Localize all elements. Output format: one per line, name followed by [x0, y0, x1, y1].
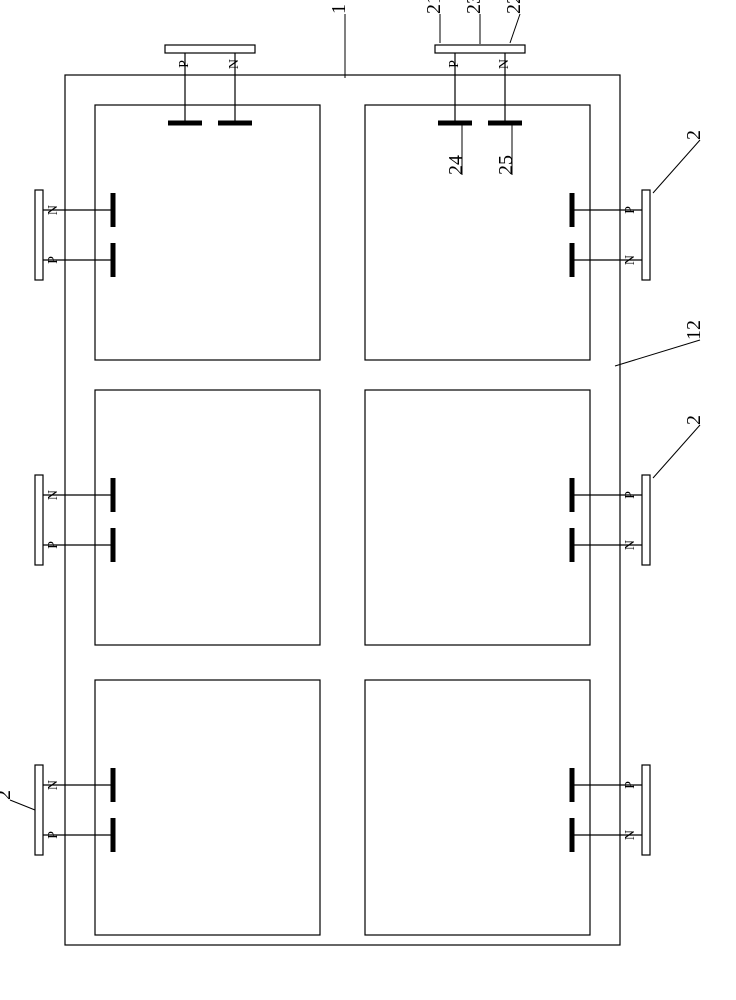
connector-right-5: PN	[572, 190, 650, 280]
ref-label-25: 25	[495, 125, 517, 175]
ref-label-23: 23	[463, 0, 485, 44]
pin-label: P	[623, 491, 638, 499]
pin-label: P	[447, 60, 462, 68]
pin-label: P	[46, 831, 61, 839]
outer-plate	[165, 45, 255, 53]
ref-label-24: 24	[445, 125, 467, 175]
outer-plate	[35, 475, 43, 565]
outer-plate	[435, 45, 525, 53]
pin-label: N	[46, 490, 61, 500]
connector-right-7: PN	[572, 765, 650, 855]
ref-text: 23	[463, 0, 485, 14]
ref-text: 24	[445, 155, 467, 175]
outer-plate	[642, 765, 650, 855]
cell-2	[365, 105, 590, 360]
pin-label: N	[623, 830, 638, 840]
cell-1	[95, 105, 320, 360]
cell-4	[365, 390, 590, 645]
outer-plate	[642, 190, 650, 280]
connector-right-6: PN	[572, 475, 650, 565]
cell-3	[95, 390, 320, 645]
outer-plate	[35, 765, 43, 855]
ref-label-2: 2	[653, 415, 705, 478]
pin-label: N	[46, 205, 61, 215]
pin-label: P	[177, 60, 192, 68]
connector-left-2: NP	[35, 765, 113, 855]
ref-text: 2	[683, 415, 705, 425]
ref-label-2: 2	[0, 790, 35, 810]
ref-text: 2	[683, 130, 705, 140]
ref-label-22: 22	[503, 0, 525, 43]
ref-text: 2	[0, 790, 15, 800]
outer-plate	[35, 190, 43, 280]
ref-text: 21	[423, 0, 445, 14]
outer-housing	[65, 75, 620, 945]
pin-label: P	[46, 256, 61, 264]
pin-label: P	[46, 541, 61, 549]
pin-label: N	[46, 780, 61, 790]
ref-text: 25	[495, 155, 517, 175]
cell-6	[365, 680, 590, 935]
pin-label: N	[227, 59, 242, 69]
cell-5	[95, 680, 320, 935]
pin-label: N	[623, 540, 638, 550]
pin-label: P	[623, 781, 638, 789]
ref-label-2: 2	[653, 130, 705, 193]
connector-top-4: PN	[435, 45, 525, 123]
outer-plate	[642, 475, 650, 565]
ref-label-12: 12	[615, 320, 705, 366]
pin-label: N	[623, 255, 638, 265]
connector-left-1: NP	[35, 475, 113, 565]
pin-label: P	[623, 206, 638, 214]
ref-text: 22	[503, 0, 525, 14]
connector-top-3: PN	[165, 45, 255, 123]
connector-left-0: NP	[35, 190, 113, 280]
ref-text: 1	[328, 4, 350, 14]
pin-label: N	[497, 59, 512, 69]
ref-label-21: 21	[423, 0, 445, 43]
ref-label-1: 1	[328, 4, 350, 78]
ref-text: 12	[683, 320, 705, 340]
